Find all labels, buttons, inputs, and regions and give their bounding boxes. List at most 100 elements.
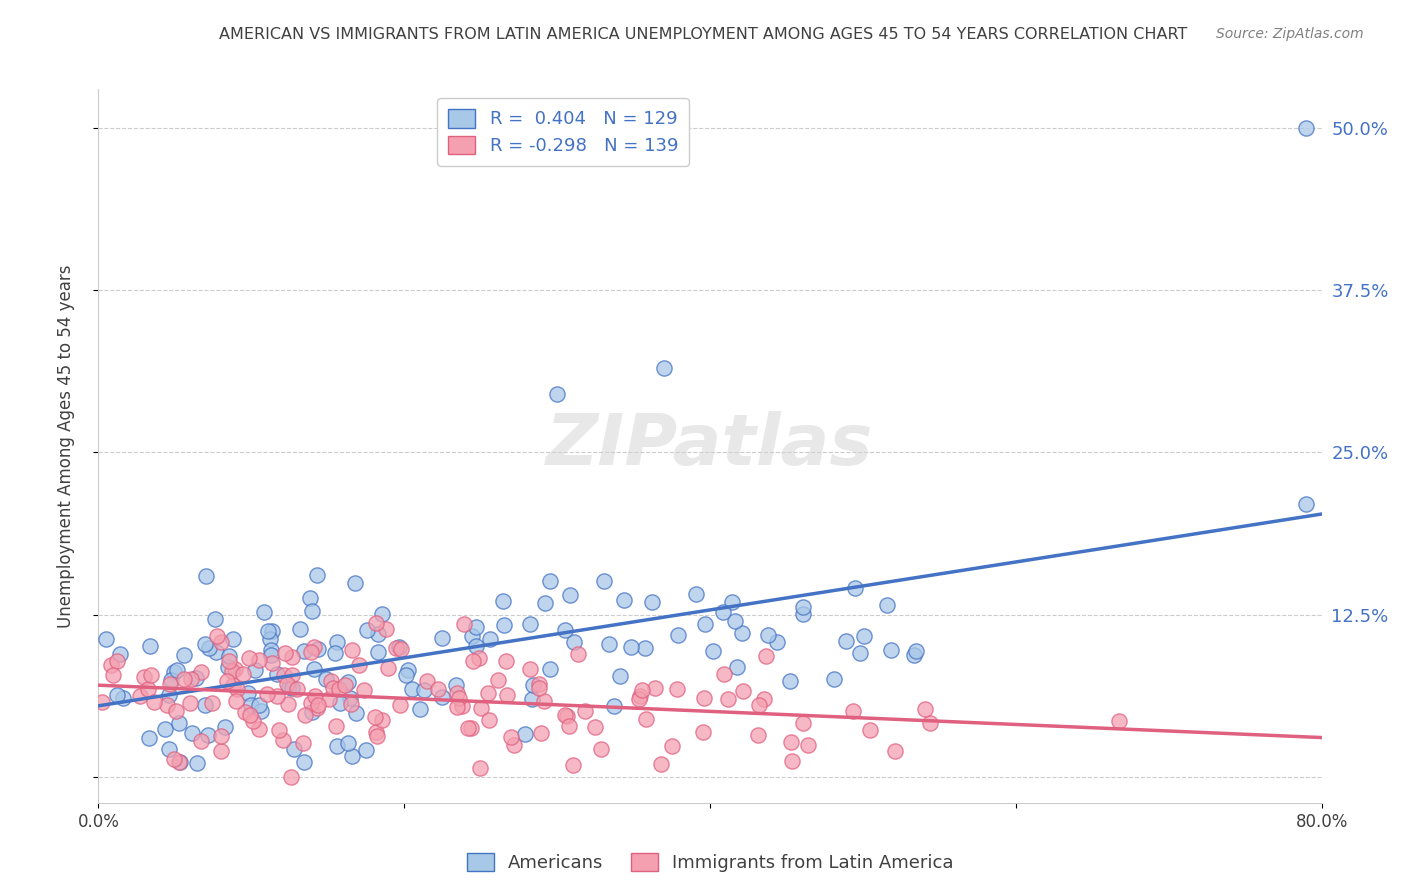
Point bbox=[336, 675, 359, 690]
Point bbox=[1295, 121, 1317, 136]
Point bbox=[129, 690, 152, 704]
Point bbox=[792, 600, 814, 615]
Point bbox=[914, 702, 936, 716]
Point bbox=[280, 770, 302, 784]
Point bbox=[479, 632, 502, 646]
Point bbox=[260, 642, 283, 657]
Point bbox=[291, 736, 314, 750]
Point bbox=[613, 592, 636, 607]
Point bbox=[108, 647, 131, 661]
Point bbox=[299, 696, 322, 710]
Point bbox=[292, 643, 315, 657]
Point bbox=[478, 713, 501, 727]
Point bbox=[371, 713, 394, 727]
Point bbox=[389, 642, 412, 657]
Point bbox=[918, 716, 941, 731]
Point bbox=[304, 662, 326, 676]
Point bbox=[852, 629, 875, 643]
Point bbox=[748, 698, 770, 712]
Point bbox=[299, 645, 322, 659]
Point bbox=[224, 662, 246, 676]
Point bbox=[716, 692, 738, 706]
Point bbox=[652, 361, 675, 376]
Point bbox=[366, 725, 388, 739]
Point bbox=[247, 722, 270, 736]
Text: Source: ZipAtlas.com: Source: ZipAtlas.com bbox=[1216, 27, 1364, 41]
Point bbox=[233, 705, 256, 719]
Point bbox=[713, 666, 735, 681]
Point bbox=[344, 706, 367, 720]
Point bbox=[842, 704, 865, 718]
Point bbox=[94, 632, 117, 646]
Point bbox=[105, 688, 128, 702]
Point bbox=[325, 719, 347, 733]
Point bbox=[519, 616, 541, 631]
Point bbox=[269, 723, 291, 737]
Point bbox=[322, 681, 344, 695]
Point bbox=[281, 681, 304, 695]
Point bbox=[883, 744, 905, 758]
Point bbox=[644, 681, 666, 695]
Point bbox=[180, 726, 202, 740]
Point bbox=[139, 668, 162, 682]
Point bbox=[217, 660, 239, 674]
Point bbox=[256, 687, 278, 701]
Point bbox=[401, 682, 423, 697]
Point bbox=[464, 620, 486, 634]
Point bbox=[138, 731, 160, 745]
Point bbox=[416, 674, 439, 689]
Point bbox=[329, 696, 352, 710]
Point bbox=[204, 612, 226, 626]
Point bbox=[354, 743, 377, 757]
Point bbox=[318, 692, 340, 706]
Point bbox=[301, 604, 323, 618]
Point bbox=[446, 699, 468, 714]
Point bbox=[752, 692, 775, 706]
Point bbox=[194, 698, 217, 713]
Point bbox=[292, 756, 315, 770]
Point bbox=[247, 653, 270, 667]
Point bbox=[190, 665, 212, 679]
Point bbox=[685, 587, 707, 601]
Point bbox=[184, 671, 207, 685]
Point bbox=[502, 738, 524, 752]
Point bbox=[197, 728, 219, 742]
Point bbox=[903, 648, 925, 662]
Point bbox=[364, 709, 387, 723]
Point bbox=[554, 707, 576, 722]
Point bbox=[353, 683, 375, 698]
Point bbox=[167, 755, 190, 769]
Point bbox=[533, 694, 555, 708]
Point bbox=[589, 741, 612, 756]
Point bbox=[522, 677, 544, 691]
Point bbox=[173, 648, 195, 662]
Point bbox=[319, 674, 342, 689]
Point bbox=[259, 632, 281, 647]
Point bbox=[159, 677, 181, 691]
Point bbox=[323, 646, 346, 660]
Point bbox=[495, 654, 517, 668]
Point bbox=[453, 616, 475, 631]
Point bbox=[499, 730, 522, 744]
Point bbox=[304, 690, 326, 704]
Point bbox=[245, 663, 267, 677]
Point bbox=[288, 622, 311, 636]
Point bbox=[724, 614, 747, 628]
Point bbox=[91, 694, 114, 708]
Point bbox=[179, 696, 201, 710]
Point bbox=[534, 596, 557, 610]
Point bbox=[222, 632, 245, 647]
Point bbox=[173, 673, 195, 687]
Point bbox=[209, 743, 232, 757]
Point bbox=[486, 673, 509, 687]
Point bbox=[209, 729, 232, 743]
Point bbox=[470, 701, 492, 715]
Point bbox=[105, 654, 128, 668]
Point bbox=[880, 643, 903, 657]
Point bbox=[139, 640, 162, 654]
Point bbox=[702, 644, 724, 658]
Point bbox=[157, 688, 180, 702]
Point bbox=[156, 698, 179, 712]
Point bbox=[650, 756, 672, 771]
Point bbox=[225, 694, 247, 708]
